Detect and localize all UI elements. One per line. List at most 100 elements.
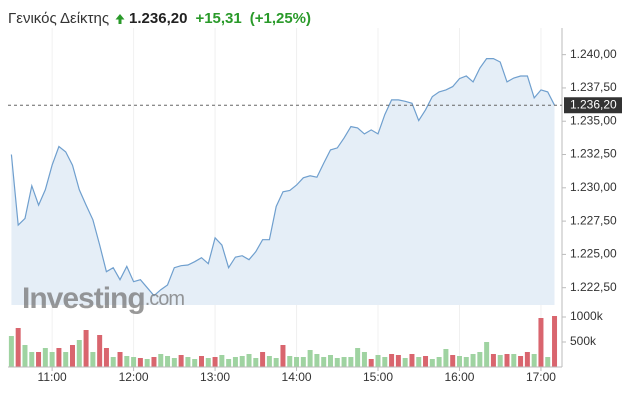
watermark-brand: Investing <box>22 282 145 315</box>
x-tick-label: 11:00 <box>38 370 67 384</box>
y-tick-label: 1.235,00 <box>570 113 617 127</box>
volume-bar <box>307 350 313 367</box>
volume-bar <box>97 335 103 367</box>
volume-bar <box>429 359 435 367</box>
change: +15,31 <box>195 10 242 27</box>
volume-bar <box>273 358 279 367</box>
y-tick-label: 1.237,50 <box>570 80 617 94</box>
current-price-label: 1.236,20 <box>570 97 617 111</box>
volume-bar <box>287 356 293 367</box>
volume-bar <box>409 354 415 367</box>
volume-bar <box>90 352 96 367</box>
volume-bar <box>552 316 558 367</box>
volume-bar <box>355 348 361 367</box>
volume-bar <box>477 352 483 367</box>
x-tick-label: 17:00 <box>526 370 556 384</box>
current-price-box <box>564 97 622 114</box>
volume-tick-label: 1000k <box>570 309 604 323</box>
volume-bar <box>382 357 388 367</box>
volume-bar <box>395 355 401 367</box>
volume-bar <box>402 358 408 367</box>
volume-bar <box>246 354 252 367</box>
volume-bar <box>300 357 306 367</box>
volume-bar <box>314 354 320 367</box>
volume-bar <box>327 355 333 367</box>
volume-bar <box>450 355 456 367</box>
volume-bar <box>226 359 232 367</box>
volume-bar <box>361 352 367 367</box>
volume-bar <box>69 345 75 367</box>
volume-bar <box>232 357 238 367</box>
volume-bar <box>171 358 177 367</box>
volume-bar <box>348 357 354 367</box>
y-tick-label: 1.232,50 <box>570 147 617 161</box>
volume-bar <box>321 357 327 367</box>
volume-bar <box>110 357 116 367</box>
volume-bar <box>124 356 130 367</box>
volume-bar <box>192 359 198 367</box>
volume-bar <box>341 357 347 367</box>
watermark: Investing.com <box>22 282 184 315</box>
y-tick-label: 1.240,00 <box>570 47 617 61</box>
volume-bar <box>368 359 374 367</box>
volume-bar <box>389 354 395 367</box>
area <box>11 58 555 305</box>
volume-bar <box>76 340 82 367</box>
volume-bar <box>334 358 340 367</box>
volume-bar <box>205 358 211 367</box>
volume-bar <box>294 357 300 367</box>
volume-bar <box>280 345 286 367</box>
volume-bar <box>504 354 510 367</box>
price: 1.236,20 <box>129 10 188 27</box>
x-tick-label: 15:00 <box>363 370 393 384</box>
volume-bar <box>260 352 266 367</box>
volume-bar <box>83 330 89 367</box>
volume-bar <box>375 355 381 367</box>
volume-bar <box>178 355 184 367</box>
volume-bar <box>531 354 537 367</box>
volume-bar <box>158 354 164 367</box>
volume-bar <box>416 357 422 367</box>
volume-bar <box>253 358 259 367</box>
volume-bar <box>131 357 137 367</box>
y-tick-label: 1.227,50 <box>570 213 617 227</box>
x-tick-label: 13:00 <box>200 370 230 384</box>
volume-bar <box>49 352 55 367</box>
volume-bar <box>63 352 69 367</box>
volume-bar <box>456 356 462 367</box>
index-name: Γενικός Δείκτης <box>8 10 110 27</box>
volume-bar <box>15 328 21 367</box>
volume-bar <box>239 356 245 367</box>
volume-bar <box>470 354 476 367</box>
change-percent: (+1,25%) <box>249 10 312 27</box>
volume-bar <box>137 358 143 367</box>
volume-bar <box>42 348 48 367</box>
volume-bar <box>497 355 503 367</box>
volume-bar <box>8 336 14 367</box>
volume-bar <box>538 318 544 367</box>
y-tick-label: 1.230,00 <box>570 180 617 194</box>
volume-bar <box>165 356 171 367</box>
line <box>10 58 556 297</box>
volume-bar <box>463 357 469 367</box>
y-tick-label: 1.225,00 <box>570 247 617 261</box>
volume-bar <box>545 357 551 367</box>
volume-bar <box>443 349 449 367</box>
volume-bar <box>490 354 496 367</box>
volume-bar <box>212 357 218 367</box>
volume-bar <box>117 352 123 367</box>
header: Γενικός Δείκτης 1.236,20 +15,31 (+1,25%) <box>8 10 319 27</box>
volume-bar <box>518 356 524 367</box>
x-tick-label: 14:00 <box>282 370 312 384</box>
volume-bar <box>185 357 191 367</box>
x-tick-label: 12:00 <box>119 370 149 384</box>
volume-bar <box>103 348 109 367</box>
up-arrow <box>115 13 125 24</box>
volume-bar <box>29 352 35 367</box>
volume-bar <box>484 342 490 367</box>
volume-bar <box>511 354 517 367</box>
volume-bar <box>22 345 28 367</box>
volume-bar <box>36 352 42 367</box>
volume-bar <box>56 348 62 367</box>
